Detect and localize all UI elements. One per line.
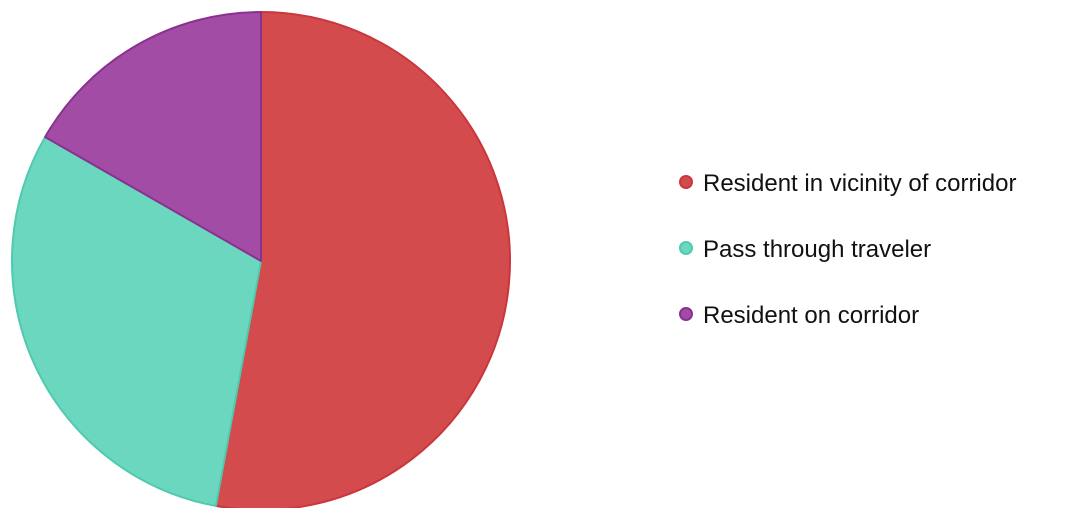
pie-slices — [11, 11, 511, 508]
legend-label: Resident on corridor — [703, 302, 919, 329]
legend-marker — [679, 175, 693, 189]
legend-marker — [679, 307, 693, 321]
legend-label: Pass through traveler — [703, 236, 931, 263]
pie-slice[interactable] — [44, 11, 262, 262]
legend: Resident in vicinity of corridor Pass th… — [679, 170, 1016, 329]
pie-slice[interactable] — [214, 11, 511, 508]
pie-slice[interactable] — [11, 135, 262, 507]
legend-label: Resident in vicinity of corridor — [703, 170, 1016, 197]
legend-marker — [679, 241, 693, 255]
legend-item[interactable]: Pass through traveler — [679, 236, 931, 263]
legend-item[interactable]: Resident in vicinity of corridor — [679, 170, 1016, 197]
legend-item[interactable]: Resident on corridor — [679, 302, 919, 329]
